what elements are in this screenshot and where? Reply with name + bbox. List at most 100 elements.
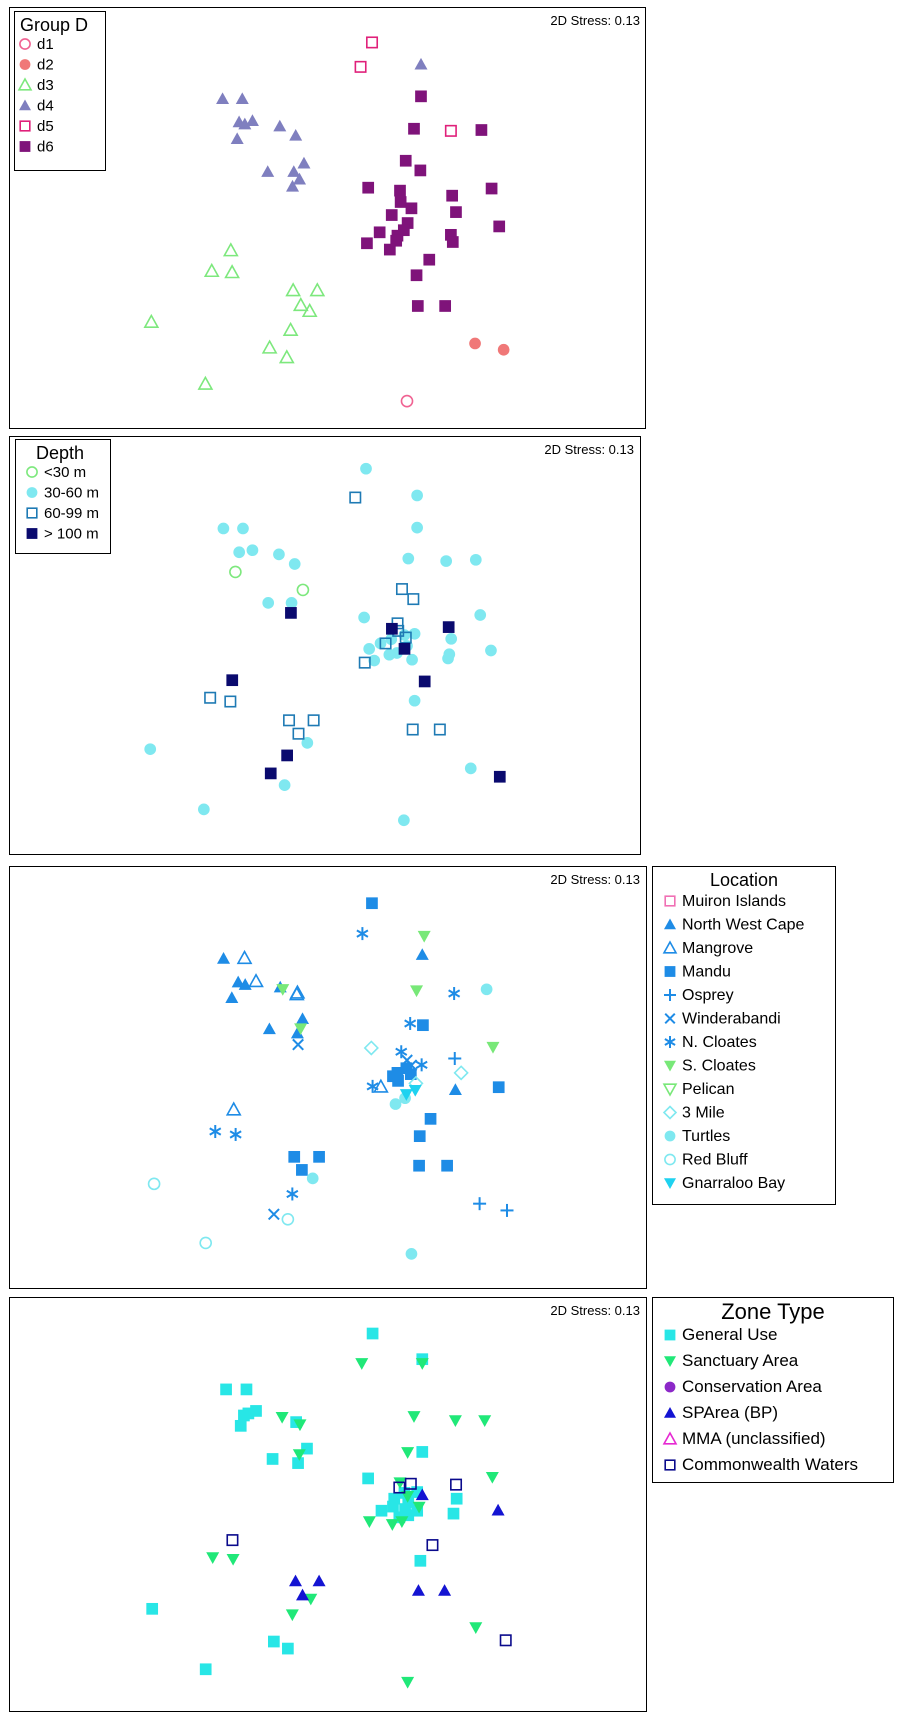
- point-depth-30-60-m-33: [197, 803, 210, 816]
- point-zone-type-sparea-bp-0: [415, 1488, 429, 1501]
- point-group-d-d6-11: [450, 206, 462, 218]
- legend-marker-location-muiron-islands: [664, 895, 676, 907]
- point-zone-type-sanctuary-area-15: [385, 1519, 399, 1531]
- point-location-s-cloates-4: [294, 1023, 308, 1036]
- point-zone-type-sparea-bp-1: [491, 1503, 505, 1516]
- point-depth-30-m-1: [296, 583, 310, 597]
- point-depth-60-99-m-0: [349, 491, 362, 504]
- legend-label-zone-type-sanctuary-area: Sanctuary Area: [682, 1351, 799, 1370]
- point-depth-60-99-m-2: [407, 593, 420, 606]
- point-zone-type-commonwealth-waters-5: [404, 1477, 417, 1490]
- point-zone-type-general-use-26: [146, 1602, 159, 1615]
- point-group-d-d6-23: [423, 253, 436, 266]
- point-zone-type-general-use-9: [301, 1442, 313, 1455]
- legend-marker-location-gnarraloo-bay: [664, 1178, 676, 1189]
- point-location-winderabandi-0: [267, 1208, 280, 1221]
- point-group-d-d5-2: [444, 124, 457, 137]
- point-location-3-mile-0: [363, 1040, 379, 1056]
- point-group-d-d6-5: [362, 181, 375, 194]
- point-depth-30-60-m-6: [273, 548, 285, 561]
- point-depth-100-m-7: [264, 767, 277, 780]
- point-group-d-d6-14: [493, 220, 506, 233]
- point-depth-30-60-m-10: [440, 555, 453, 567]
- point-location-mangrove-4: [225, 1101, 242, 1116]
- point-zone-type-general-use-2: [220, 1383, 232, 1396]
- point-depth-60-99-m-7: [204, 691, 217, 704]
- point-zone-type-commonwealth-waters-1: [450, 1478, 463, 1491]
- legend-items-group-d: d1 d2 d3 d4 d5 d6: [17, 36, 54, 156]
- point-location-mangrove-5: [289, 984, 306, 999]
- point-depth-60-99-m-8: [224, 695, 237, 708]
- point-zone-type-general-use-21: [375, 1504, 388, 1517]
- legend-marker-zone-type-sparea-bp: [664, 1407, 676, 1418]
- point-location-s-cloates-1: [276, 984, 290, 996]
- legend-label-location-n-cloates: N. Cloates: [682, 1034, 757, 1051]
- point-group-d-d3-2: [224, 264, 240, 279]
- point-group-d-d6-8: [446, 189, 459, 202]
- point-location-3-mile-1: [453, 1065, 469, 1081]
- point-zone-type-sanctuary-area-9: [485, 1471, 499, 1484]
- point-zone-type-sanctuary-area-4: [448, 1415, 462, 1427]
- legend-label-location-winderabandi: Winderabandi: [682, 1011, 781, 1028]
- point-location-north-west-cape-5: [296, 1012, 310, 1025]
- point-depth-30-60-m-2: [217, 522, 230, 535]
- point-zone-type-sanctuary-area-20: [469, 1622, 483, 1634]
- legend-marker-zone-type-commonwealth-waters: [664, 1459, 676, 1471]
- point-group-d-d6-2: [475, 124, 488, 136]
- point-location-gnarraloo-bay-0: [408, 1084, 422, 1097]
- legend-marker-depth-30-60-m: [26, 487, 38, 498]
- point-group-d-d6-18: [445, 228, 457, 241]
- point-depth-30-60-m-7: [288, 558, 301, 570]
- point-zone-type-sparea-bp-3: [312, 1574, 326, 1587]
- point-zone-type-commonwealth-waters-4: [499, 1634, 512, 1647]
- point-group-d-d6-16: [397, 224, 410, 237]
- point-group-d-d6-9: [394, 196, 407, 208]
- point-depth-60-99-m-12: [406, 723, 419, 736]
- point-location-mandu-4: [413, 1130, 426, 1143]
- point-group-d-d3-8: [143, 313, 160, 328]
- point-group-d-d6-24: [410, 269, 423, 282]
- panel-depth: 2D Stress: 0.13 Depth <30 m 30-60 m 60-99 …: [9, 436, 641, 855]
- point-location-red-bluff-0: [147, 1177, 161, 1191]
- legend-label-depth-60-99-m: 60-99 m: [44, 505, 99, 522]
- point-location-mandu-7: [296, 1164, 308, 1176]
- legend-marker-zone-type-sanctuary-area: [664, 1356, 676, 1367]
- point-depth-60-99-m-5: [379, 637, 392, 650]
- point-depth-30-60-m-31: [464, 762, 477, 775]
- point-location-n-cloates-7: [229, 1127, 242, 1141]
- point-depth-100-m-4: [418, 675, 431, 688]
- point-location-mandu-3: [424, 1113, 437, 1125]
- legend-marker-location-mangrove: [662, 940, 678, 954]
- point-depth-30-60-m-9: [402, 552, 415, 565]
- point-group-d-d3-3: [285, 282, 302, 297]
- point-group-d-d3-10: [278, 349, 295, 364]
- point-zone-type-general-use-25: [414, 1554, 427, 1567]
- point-zone-type-general-use-14: [450, 1492, 463, 1505]
- legend-marker-group-d-d6: [19, 141, 31, 152]
- point-group-d-d3-1: [203, 262, 220, 278]
- legend-items-depth: <30 m 30-60 m 60-99 m > 100 m: [26, 464, 99, 543]
- point-location-mandu-8: [413, 1159, 425, 1172]
- point-depth-30-60-m-28: [408, 694, 421, 707]
- stress-label-group-d: 2D Stress: 0.13: [550, 13, 640, 28]
- point-depth-30-60-m-3: [237, 522, 249, 535]
- point-depth-30-60-m-27: [406, 653, 418, 666]
- point-location-mandu-6: [313, 1150, 325, 1163]
- legend-label-depth-30-60-m: 30-60 m: [44, 485, 99, 502]
- point-location-north-west-cape-4: [225, 991, 239, 1003]
- point-location-turtles-0: [480, 983, 493, 996]
- point-depth-30-60-m-25: [368, 654, 381, 667]
- point-depth-30-60-m-24: [442, 652, 454, 665]
- legend-items-zone-type: General Use Sanctuary Area Conservation Ar…: [662, 1325, 858, 1474]
- point-location-mandu-5: [288, 1150, 301, 1163]
- point-location-n-cloates-2: [404, 1016, 417, 1030]
- point-group-d-d6-22: [383, 243, 396, 256]
- point-depth-60-99-m-1: [395, 583, 408, 596]
- point-group-d-d6-6: [394, 184, 406, 197]
- point-zone-type-general-use-29: [199, 1663, 212, 1676]
- point-zone-type-sanctuary-area-3: [407, 1411, 421, 1423]
- legend-marker-group-d-d2: [19, 59, 31, 70]
- panel-location: 2D Stress: 0.13 Location Muiron Islands N…: [9, 866, 836, 1289]
- point-zone-type-sparea-bp-5: [411, 1584, 425, 1596]
- point-zone-type-general-use-4: [250, 1405, 262, 1417]
